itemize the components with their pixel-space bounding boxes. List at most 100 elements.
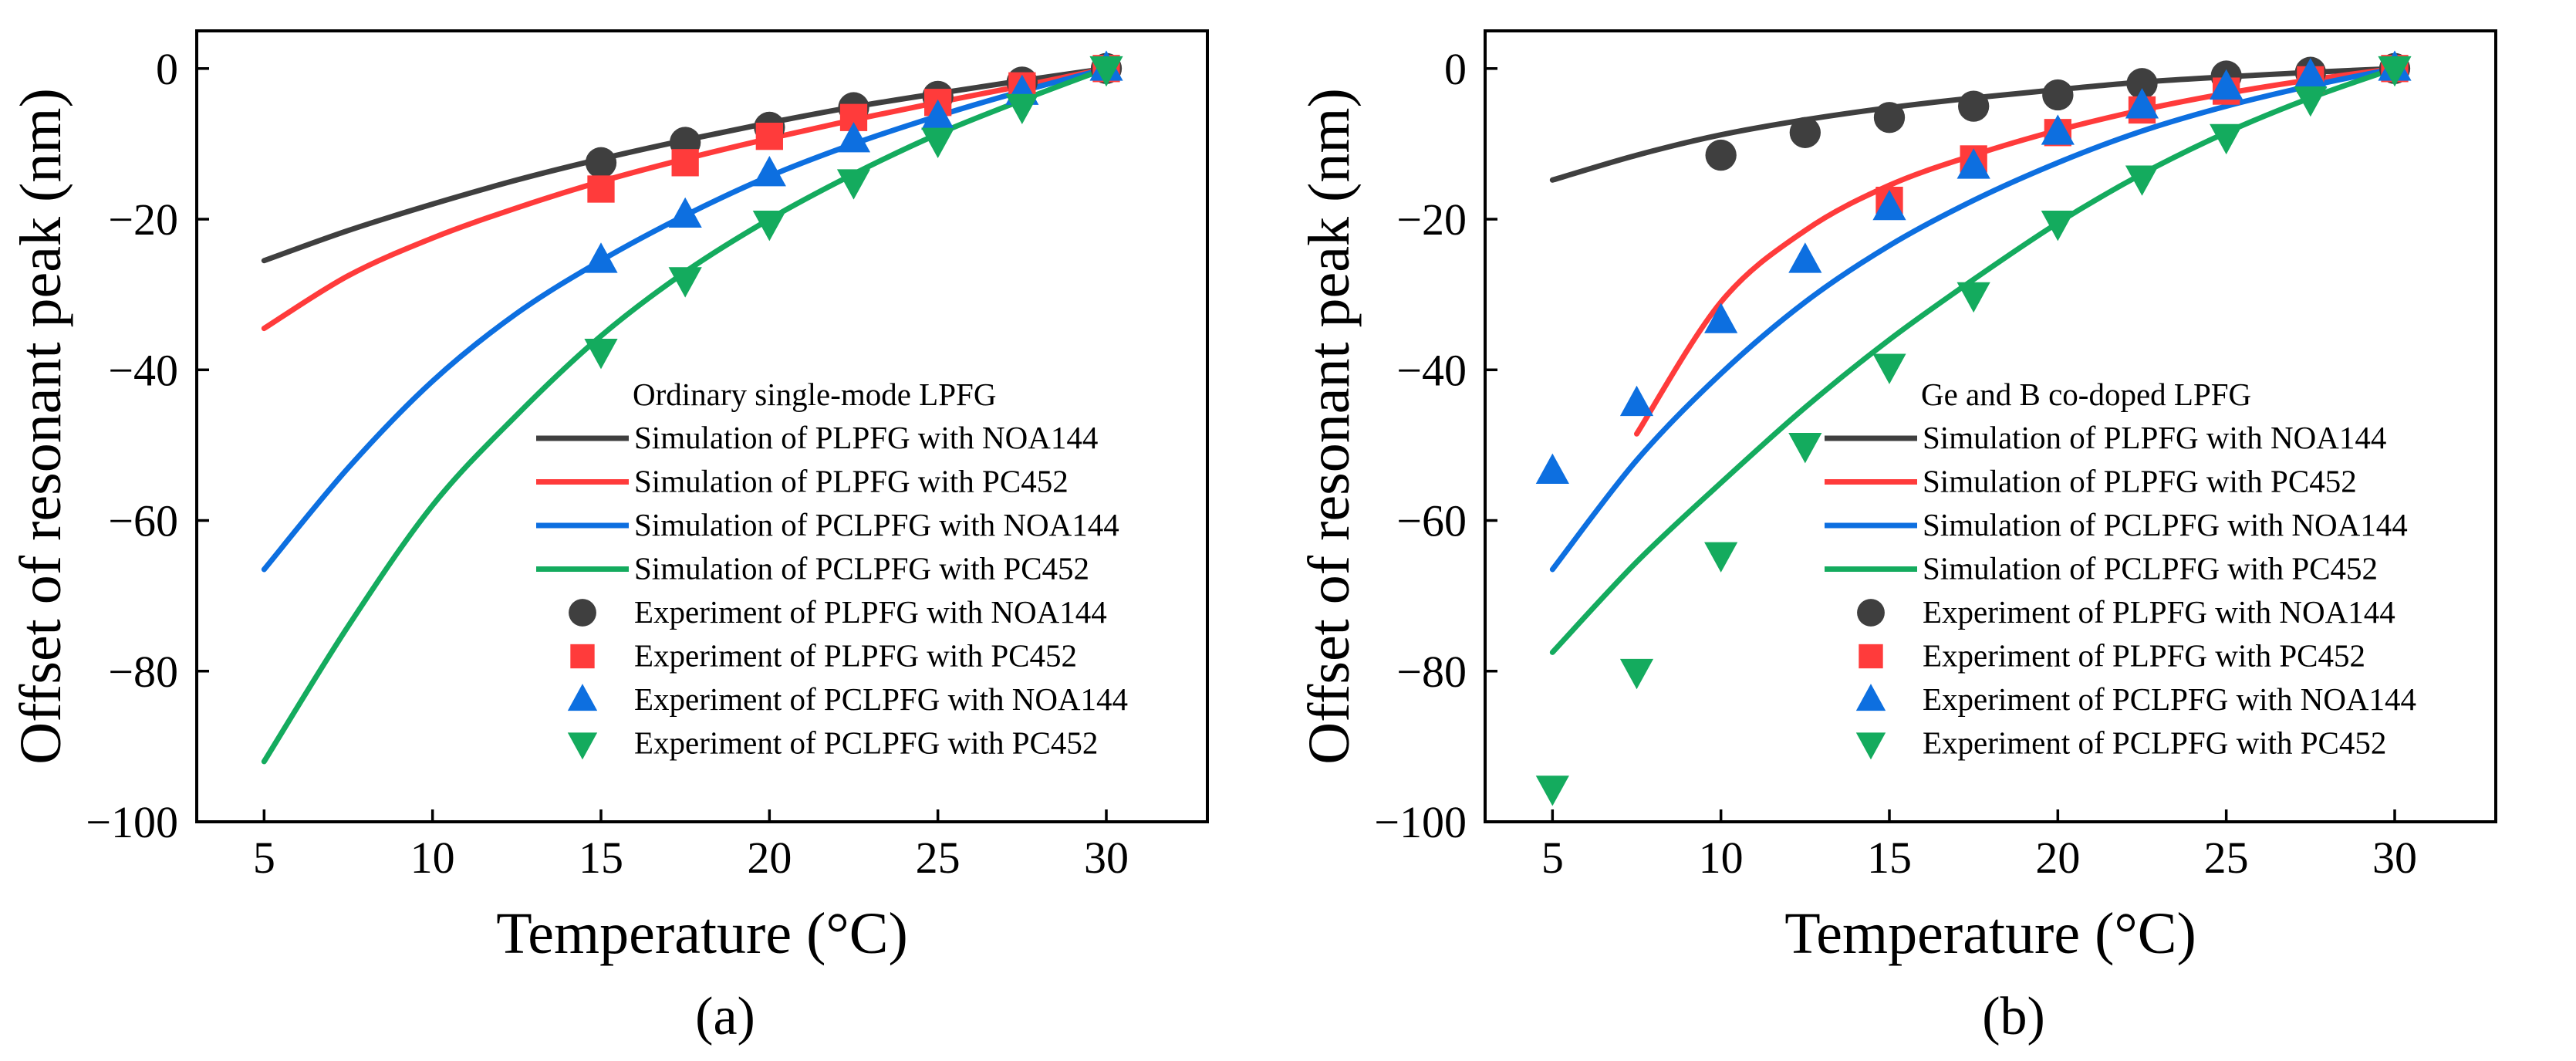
legend-entry-label: Experiment of PLPFG with NOA144 bbox=[1923, 594, 2395, 630]
legend-entry-label: Experiment of PCLPFG with NOA144 bbox=[634, 681, 1128, 717]
data-point-triangle-up bbox=[1704, 302, 1738, 333]
legend-swatch-circle bbox=[569, 599, 596, 627]
data-point-circle bbox=[585, 147, 617, 178]
legend-title: Ordinary single-mode LPFG bbox=[633, 377, 996, 412]
series-line-plpfg-pc452 bbox=[1634, 66, 2398, 437]
x-tick-label: 5 bbox=[253, 833, 275, 883]
y-tick-label: 0 bbox=[1444, 44, 1467, 94]
x-tick-label: 25 bbox=[2204, 833, 2249, 883]
y-tick-label: −60 bbox=[108, 496, 178, 546]
x-axis-title: Temperature (°C) bbox=[1784, 901, 2196, 966]
x-tick-label: 10 bbox=[410, 833, 455, 883]
legend-entry-label: Experiment of PLPFG with PC452 bbox=[634, 638, 1077, 674]
data-point-triangle-down bbox=[1535, 775, 1569, 806]
x-tick-label: 5 bbox=[1541, 833, 1564, 883]
legend-entry-label: Experiment of PCLPFG with PC452 bbox=[634, 725, 1098, 761]
data-point-triangle-down bbox=[1956, 282, 1990, 313]
data-point-triangle-down bbox=[1704, 542, 1738, 573]
y-tick-label: −80 bbox=[1396, 647, 1467, 697]
data-point-triangle-down bbox=[1089, 56, 1123, 87]
panel-label: (b) bbox=[1982, 987, 2045, 1046]
legend-entry-label: Simulation of PCLPFG with PC452 bbox=[634, 551, 1089, 586]
data-point-triangle-up bbox=[2294, 58, 2328, 89]
plot-frame bbox=[1484, 29, 2497, 823]
data-point-triangle-down bbox=[2041, 211, 2075, 242]
data-point-circle bbox=[1789, 117, 1821, 148]
x-tick-label: 10 bbox=[1699, 833, 1744, 883]
x-tick-label: 15 bbox=[579, 833, 623, 883]
x-axis-title: Temperature (°C) bbox=[496, 901, 908, 966]
data-point-triangle-up bbox=[836, 122, 871, 153]
data-point-triangle-up bbox=[1956, 148, 1990, 179]
data-point-triangle-down bbox=[1872, 353, 1906, 384]
data-point-circle bbox=[2042, 79, 2074, 111]
data-point-circle bbox=[1705, 139, 1737, 171]
plot-frame bbox=[195, 29, 1209, 823]
data-point-triangle-up bbox=[668, 197, 702, 228]
x-tick-label: 30 bbox=[1084, 833, 1129, 883]
series-line-pclpfg-noa144 bbox=[1549, 66, 2398, 573]
legend-swatch-triangle-down bbox=[567, 732, 598, 760]
series-line-pclpfg-noa144 bbox=[261, 66, 1109, 573]
x-tick-label: 30 bbox=[2372, 833, 2417, 883]
legend-entry-label: Simulation of PLPFG with PC452 bbox=[1923, 464, 2357, 499]
chart-panel-a: 5 10 15 20 25 30 0 −20 −40 −60 −80 −100 Temperature … bbox=[8, 29, 1209, 1046]
data-point-triangle-down bbox=[2294, 86, 2328, 117]
data-point-triangle-down bbox=[1788, 433, 1822, 464]
y-tick-label: −60 bbox=[1396, 496, 1467, 546]
data-point-triangle-down bbox=[752, 211, 786, 242]
data-point-triangle-down bbox=[836, 169, 871, 200]
data-point-triangle-up bbox=[2210, 69, 2243, 100]
chart-panel-b: 5 10 15 20 25 30 0 −20 −40 −60 −80 −100 Temperature … bbox=[1297, 29, 2497, 1046]
y-tick-label: −20 bbox=[108, 194, 178, 245]
data-point-triangle-down bbox=[2125, 165, 2159, 196]
data-point-circle bbox=[1958, 90, 1990, 122]
data-point-triangle-down bbox=[584, 339, 618, 370]
data-point-triangle-down bbox=[668, 267, 702, 298]
legend-swatch-square bbox=[1859, 644, 1883, 669]
legend-swatch-square bbox=[570, 644, 595, 669]
data-point-triangle-up bbox=[752, 156, 786, 187]
y-tick-label: −40 bbox=[108, 345, 178, 395]
y-tick-label: 0 bbox=[156, 44, 178, 94]
y-tick-label: −100 bbox=[86, 797, 178, 847]
data-point-triangle-up bbox=[1788, 242, 1822, 273]
legend-swatch-triangle-up bbox=[567, 684, 598, 711]
data-point-triangle-up bbox=[2125, 88, 2159, 119]
y-tick-label: −80 bbox=[108, 647, 178, 697]
data-point-triangle-up bbox=[1535, 453, 1569, 484]
data-point-triangle-up bbox=[584, 242, 618, 273]
legend-entry-label: Experiment of PLPFG with NOA144 bbox=[634, 594, 1107, 630]
legend-swatch-triangle-down bbox=[1855, 732, 1886, 760]
data-point-triangle-up bbox=[1872, 189, 1906, 221]
y-axis-title: Offset of resonant peak (nm) bbox=[1297, 88, 1362, 765]
data-point-triangle-up bbox=[1619, 385, 1654, 417]
data-point-triangle-up bbox=[921, 99, 955, 130]
panel-label: (a) bbox=[695, 987, 755, 1046]
y-tick-label: −100 bbox=[1374, 797, 1467, 847]
data-point-triangle-up bbox=[2041, 114, 2075, 145]
legend-entry-label: Simulation of PLPFG with NOA144 bbox=[634, 420, 1098, 455]
data-point-triangle-down bbox=[1619, 658, 1654, 690]
data-point-circle bbox=[1873, 102, 1906, 133]
legend-entry-label: Simulation of PLPFG with PC452 bbox=[634, 464, 1069, 499]
legend-swatch-triangle-up bbox=[1855, 684, 1886, 711]
legend-swatch-circle bbox=[1857, 599, 1885, 627]
y-axis-title: Offset of resonant peak (nm) bbox=[8, 88, 73, 765]
data-point-triangle-down bbox=[2378, 56, 2412, 87]
x-tick-label: 20 bbox=[2035, 833, 2080, 883]
legend-title: Ge and B co-doped LPFG bbox=[1921, 377, 2251, 412]
legend-entry-label: Simulation of PLPFG with NOA144 bbox=[1923, 420, 2386, 455]
data-point-circle bbox=[2126, 68, 2158, 100]
legend-entry-label: Simulation of PCLPFG with NOA144 bbox=[1923, 507, 2408, 542]
legend-entry-label: Simulation of PCLPFG with PC452 bbox=[1923, 551, 2378, 586]
data-point-square bbox=[671, 149, 699, 177]
y-tick-label: −20 bbox=[1396, 194, 1467, 245]
y-tick-label: −40 bbox=[1396, 345, 1467, 395]
data-point-square bbox=[587, 175, 615, 203]
data-point-triangle-down bbox=[2210, 123, 2243, 155]
data-point-triangle-down bbox=[1005, 93, 1039, 125]
data-point-triangle-down bbox=[921, 127, 955, 158]
legend-entry-label: Experiment of PLPFG with PC452 bbox=[1923, 638, 2365, 674]
